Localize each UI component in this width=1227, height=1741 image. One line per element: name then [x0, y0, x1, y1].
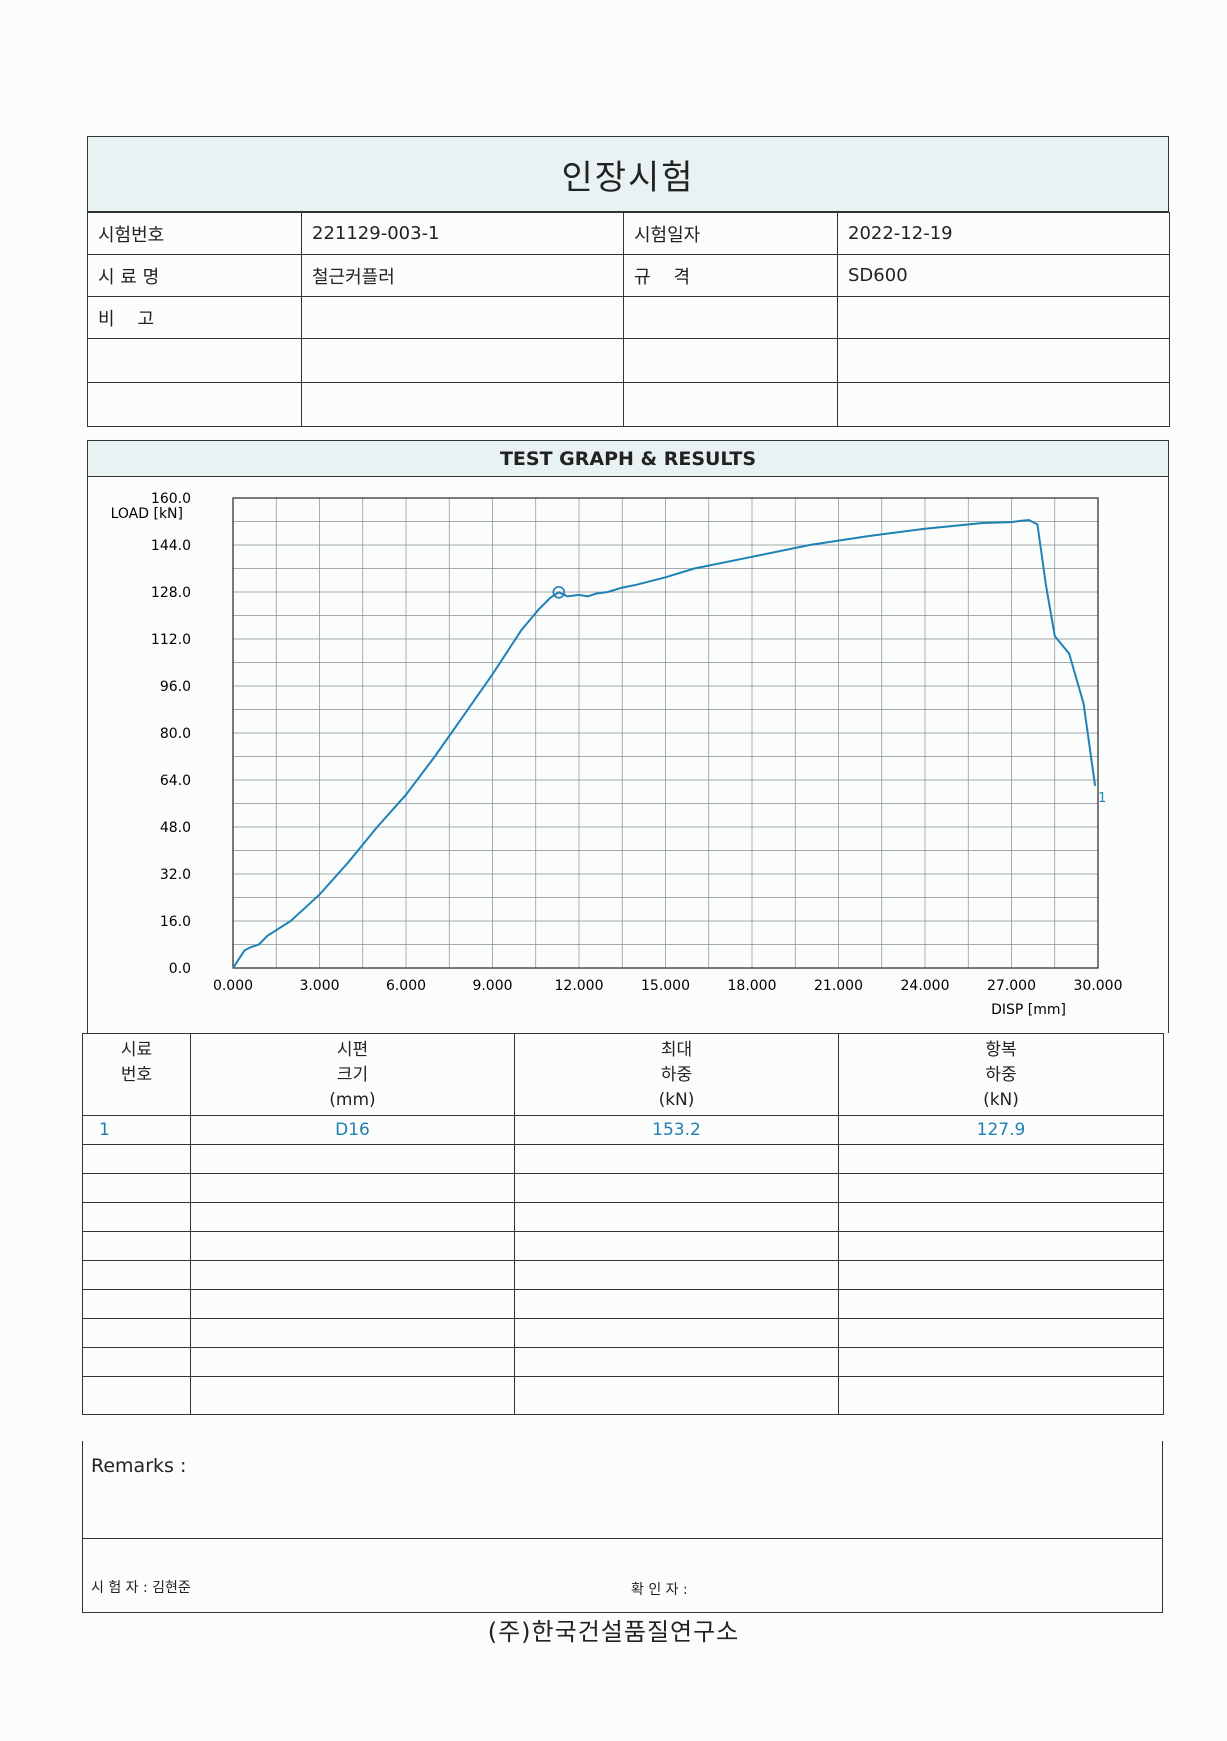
- empty-cell: [623, 296, 838, 339]
- header-max-load: 최대 하중 (kN): [514, 1033, 839, 1116]
- result-size: D16: [190, 1115, 515, 1145]
- remarks-label: Remarks :: [91, 1455, 187, 1477]
- empty-cell: [623, 338, 838, 383]
- note-value: [301, 296, 624, 339]
- y-tick-label: 0.0: [169, 961, 191, 977]
- x-tick-label: 6.000: [386, 978, 426, 994]
- table-row: [82, 1144, 1164, 1174]
- empty-cell: [301, 382, 624, 427]
- x-tick-label: 12.000: [555, 978, 604, 994]
- spec-value: SD600: [837, 254, 1170, 297]
- result-yield-load: 127.9: [838, 1115, 1164, 1145]
- table-row: 1 D16 153.2 127.9: [82, 1115, 1164, 1145]
- table-row: 시 료 명 철근커플러 규 격 SD600: [87, 254, 1170, 297]
- empty-cell: [837, 296, 1170, 339]
- graph-frame: 0.000 3.000 6.000 9.000 12.000 15.000 18.000 21…: [87, 477, 1169, 1033]
- table-row: 비 고: [87, 296, 1170, 339]
- table-row: [82, 1289, 1164, 1319]
- table-row: [82, 1260, 1164, 1290]
- document-title: 인장시험: [87, 136, 1169, 212]
- empty-cell: [837, 382, 1170, 427]
- y-axis-label: LOAD [kN]: [111, 506, 183, 522]
- test-info-table: 시험번호 221129-003-1 시험일자 2022-12-19 시 료 명 …: [87, 212, 1170, 427]
- load-displacement-curve: [232, 518, 1097, 969]
- chart-grid: [232, 497, 1099, 969]
- y-tick-label: 80.0: [160, 726, 191, 742]
- sample-label: 시 료 명: [87, 254, 302, 297]
- table-row: [87, 338, 1170, 383]
- x-tick-label: 18.000: [728, 978, 777, 994]
- table-row: [82, 1173, 1164, 1203]
- table-row: [87, 382, 1170, 427]
- x-tick-label: 0.000: [213, 978, 253, 994]
- y-tick-label: 16.0: [160, 914, 191, 930]
- x-tick-label: 3.000: [299, 978, 339, 994]
- graph-section-title: TEST GRAPH & RESULTS: [87, 440, 1169, 477]
- x-axis-label: DISP [mm]: [991, 1002, 1066, 1018]
- x-tick-label: 30.000: [1074, 978, 1123, 994]
- note-label: 비 고: [87, 296, 302, 339]
- x-tick-label: 24.000: [901, 978, 950, 994]
- y-tick-label: 160.0: [151, 491, 191, 507]
- load-displacement-chart: 0.000 3.000 6.000 9.000 12.000 15.000 18.000 21…: [111, 491, 1123, 1018]
- x-tick-label: 15.000: [641, 978, 690, 994]
- y-tick-label: 128.0: [151, 585, 191, 601]
- y-tick-label: 32.0: [160, 867, 191, 883]
- sample-value: 철근커플러: [301, 254, 624, 297]
- table-row: [82, 1347, 1164, 1377]
- header-yield-load: 항복 하중 (kN): [838, 1033, 1164, 1116]
- x-tick-label: 21.000: [814, 978, 863, 994]
- test-date-label: 시험일자: [623, 212, 838, 255]
- header-specimen-size: 시편 크기 (mm): [190, 1033, 515, 1116]
- result-sample-no: 1: [82, 1115, 191, 1145]
- series-label: 1: [1098, 791, 1106, 806]
- y-tick-label: 48.0: [160, 820, 191, 836]
- x-tick-label: 9.000: [472, 978, 512, 994]
- empty-cell: [87, 382, 302, 427]
- plot-area-border: [232, 497, 1099, 969]
- confirm-label: 확 인 자 :: [631, 1582, 688, 1598]
- x-tick-label: 27.000: [987, 978, 1036, 994]
- chart-ticks: 0.000 3.000 6.000 9.000 12.000 15.000 18.000 21…: [151, 491, 1123, 994]
- test-no-label: 시험번호: [87, 212, 302, 255]
- results-header-row: 시료 번호 시편 크기 (mm) 최대 하중 (kN) 항복 하중 (kN): [82, 1033, 1164, 1116]
- empty-cell: [301, 338, 624, 383]
- y-tick-label: 96.0: [160, 679, 191, 695]
- yield-point-marker: [552, 585, 566, 599]
- spec-label: 규 격: [623, 254, 838, 297]
- table-row: 시험번호 221129-003-1 시험일자 2022-12-19: [87, 212, 1170, 255]
- empty-cell: [837, 338, 1170, 383]
- y-tick-label: 64.0: [160, 773, 191, 789]
- signature-row: 시 험 자 : 김현준 확 인 자 :: [82, 1539, 1163, 1613]
- company-name: (주)한국건설품질연구소: [487, 1618, 740, 1646]
- test-no-value: 221129-003-1: [301, 212, 624, 255]
- table-row: [82, 1231, 1164, 1261]
- result-max-load: 153.2: [514, 1115, 839, 1145]
- tester-label: 시 험 자 : 김현준: [91, 1580, 191, 1596]
- test-date-value: 2022-12-19: [837, 212, 1170, 255]
- y-tick-label: 144.0: [151, 538, 191, 554]
- table-row: [82, 1318, 1164, 1348]
- table-row: [82, 1376, 1164, 1415]
- table-row: [82, 1202, 1164, 1232]
- results-table: 시료 번호 시편 크기 (mm) 최대 하중 (kN) 항복 하중 (kN) 1 D16 15…: [82, 1033, 1164, 1415]
- empty-cell: [623, 382, 838, 427]
- y-tick-label: 112.0: [151, 632, 191, 648]
- empty-cell: [87, 338, 302, 383]
- header-sample-no: 시료 번호: [82, 1033, 191, 1116]
- remarks-box: Remarks :: [82, 1441, 1163, 1539]
